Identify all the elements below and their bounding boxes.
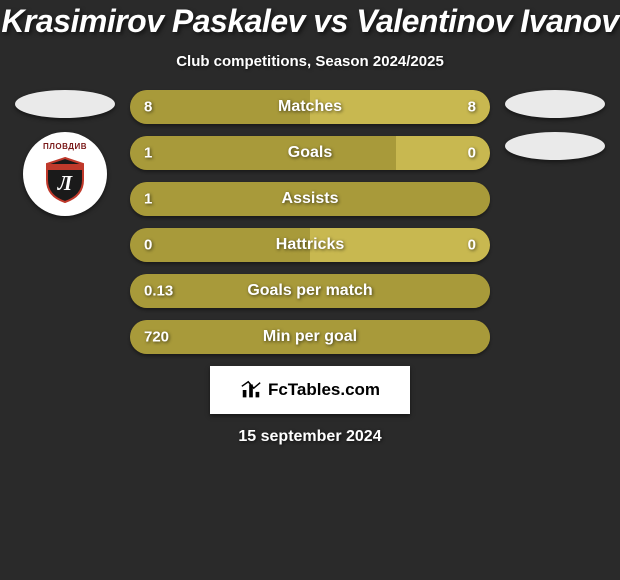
left-player-column: ПЛОВДИВ Л — [10, 90, 120, 216]
comparison-title: Krasimirov Paskalev vs Valentinov Ivanov — [1, 4, 618, 39]
snapshot-date: 15 september 2024 — [238, 428, 381, 446]
stats-bars: 8 Matches 8 1 Goals 0 1 Assists 0 Hattricks 0 0.13 G… — [130, 90, 490, 354]
left-club-logo: ПЛОВДИВ Л — [23, 132, 107, 216]
right-player-column — [500, 90, 610, 160]
club-logo-placeholder — [505, 132, 605, 160]
club-name-text: ПЛОВДИВ — [29, 142, 101, 151]
site-name: FcTables.com — [268, 380, 380, 400]
stat-label: Goals per match — [247, 282, 372, 300]
site-logo[interactable]: FcTables.com — [210, 366, 410, 414]
stat-value-left: 720 — [144, 329, 169, 346]
stat-label: Min per goal — [263, 328, 357, 346]
comparison-body: ПЛОВДИВ Л 8 Matches 8 1 Goals 0 1 Assists 0 Hattr… — [0, 90, 620, 354]
stat-bar: 0 Hattricks 0 — [130, 228, 490, 262]
shield-icon: Л — [43, 156, 87, 204]
stat-label: Matches — [278, 98, 342, 116]
player-photo-placeholder — [505, 90, 605, 118]
stat-label: Hattricks — [276, 236, 344, 254]
stat-bar: 0.13 Goals per match — [130, 274, 490, 308]
stat-bar: 1 Goals 0 — [130, 136, 490, 170]
stat-value-left: 0.13 — [144, 283, 173, 300]
svg-text:Л: Л — [57, 171, 73, 195]
stat-value-left: 0 — [144, 237, 152, 254]
player-photo-placeholder — [15, 90, 115, 118]
stat-label: Assists — [282, 190, 339, 208]
chart-icon — [240, 379, 262, 401]
stat-value-left: 1 — [144, 191, 152, 208]
stat-value-right: 8 — [468, 99, 476, 116]
stat-bar: 1 Assists — [130, 182, 490, 216]
comparison-subtitle: Club competitions, Season 2024/2025 — [176, 53, 444, 70]
stat-bar-left-fill — [130, 136, 396, 170]
stat-value-left: 1 — [144, 145, 152, 162]
stat-bar: 8 Matches 8 — [130, 90, 490, 124]
stat-value-right: 0 — [468, 145, 476, 162]
stat-label: Goals — [288, 144, 332, 162]
stat-value-left: 8 — [144, 99, 152, 116]
stat-value-right: 0 — [468, 237, 476, 254]
stat-bar: 720 Min per goal — [130, 320, 490, 354]
